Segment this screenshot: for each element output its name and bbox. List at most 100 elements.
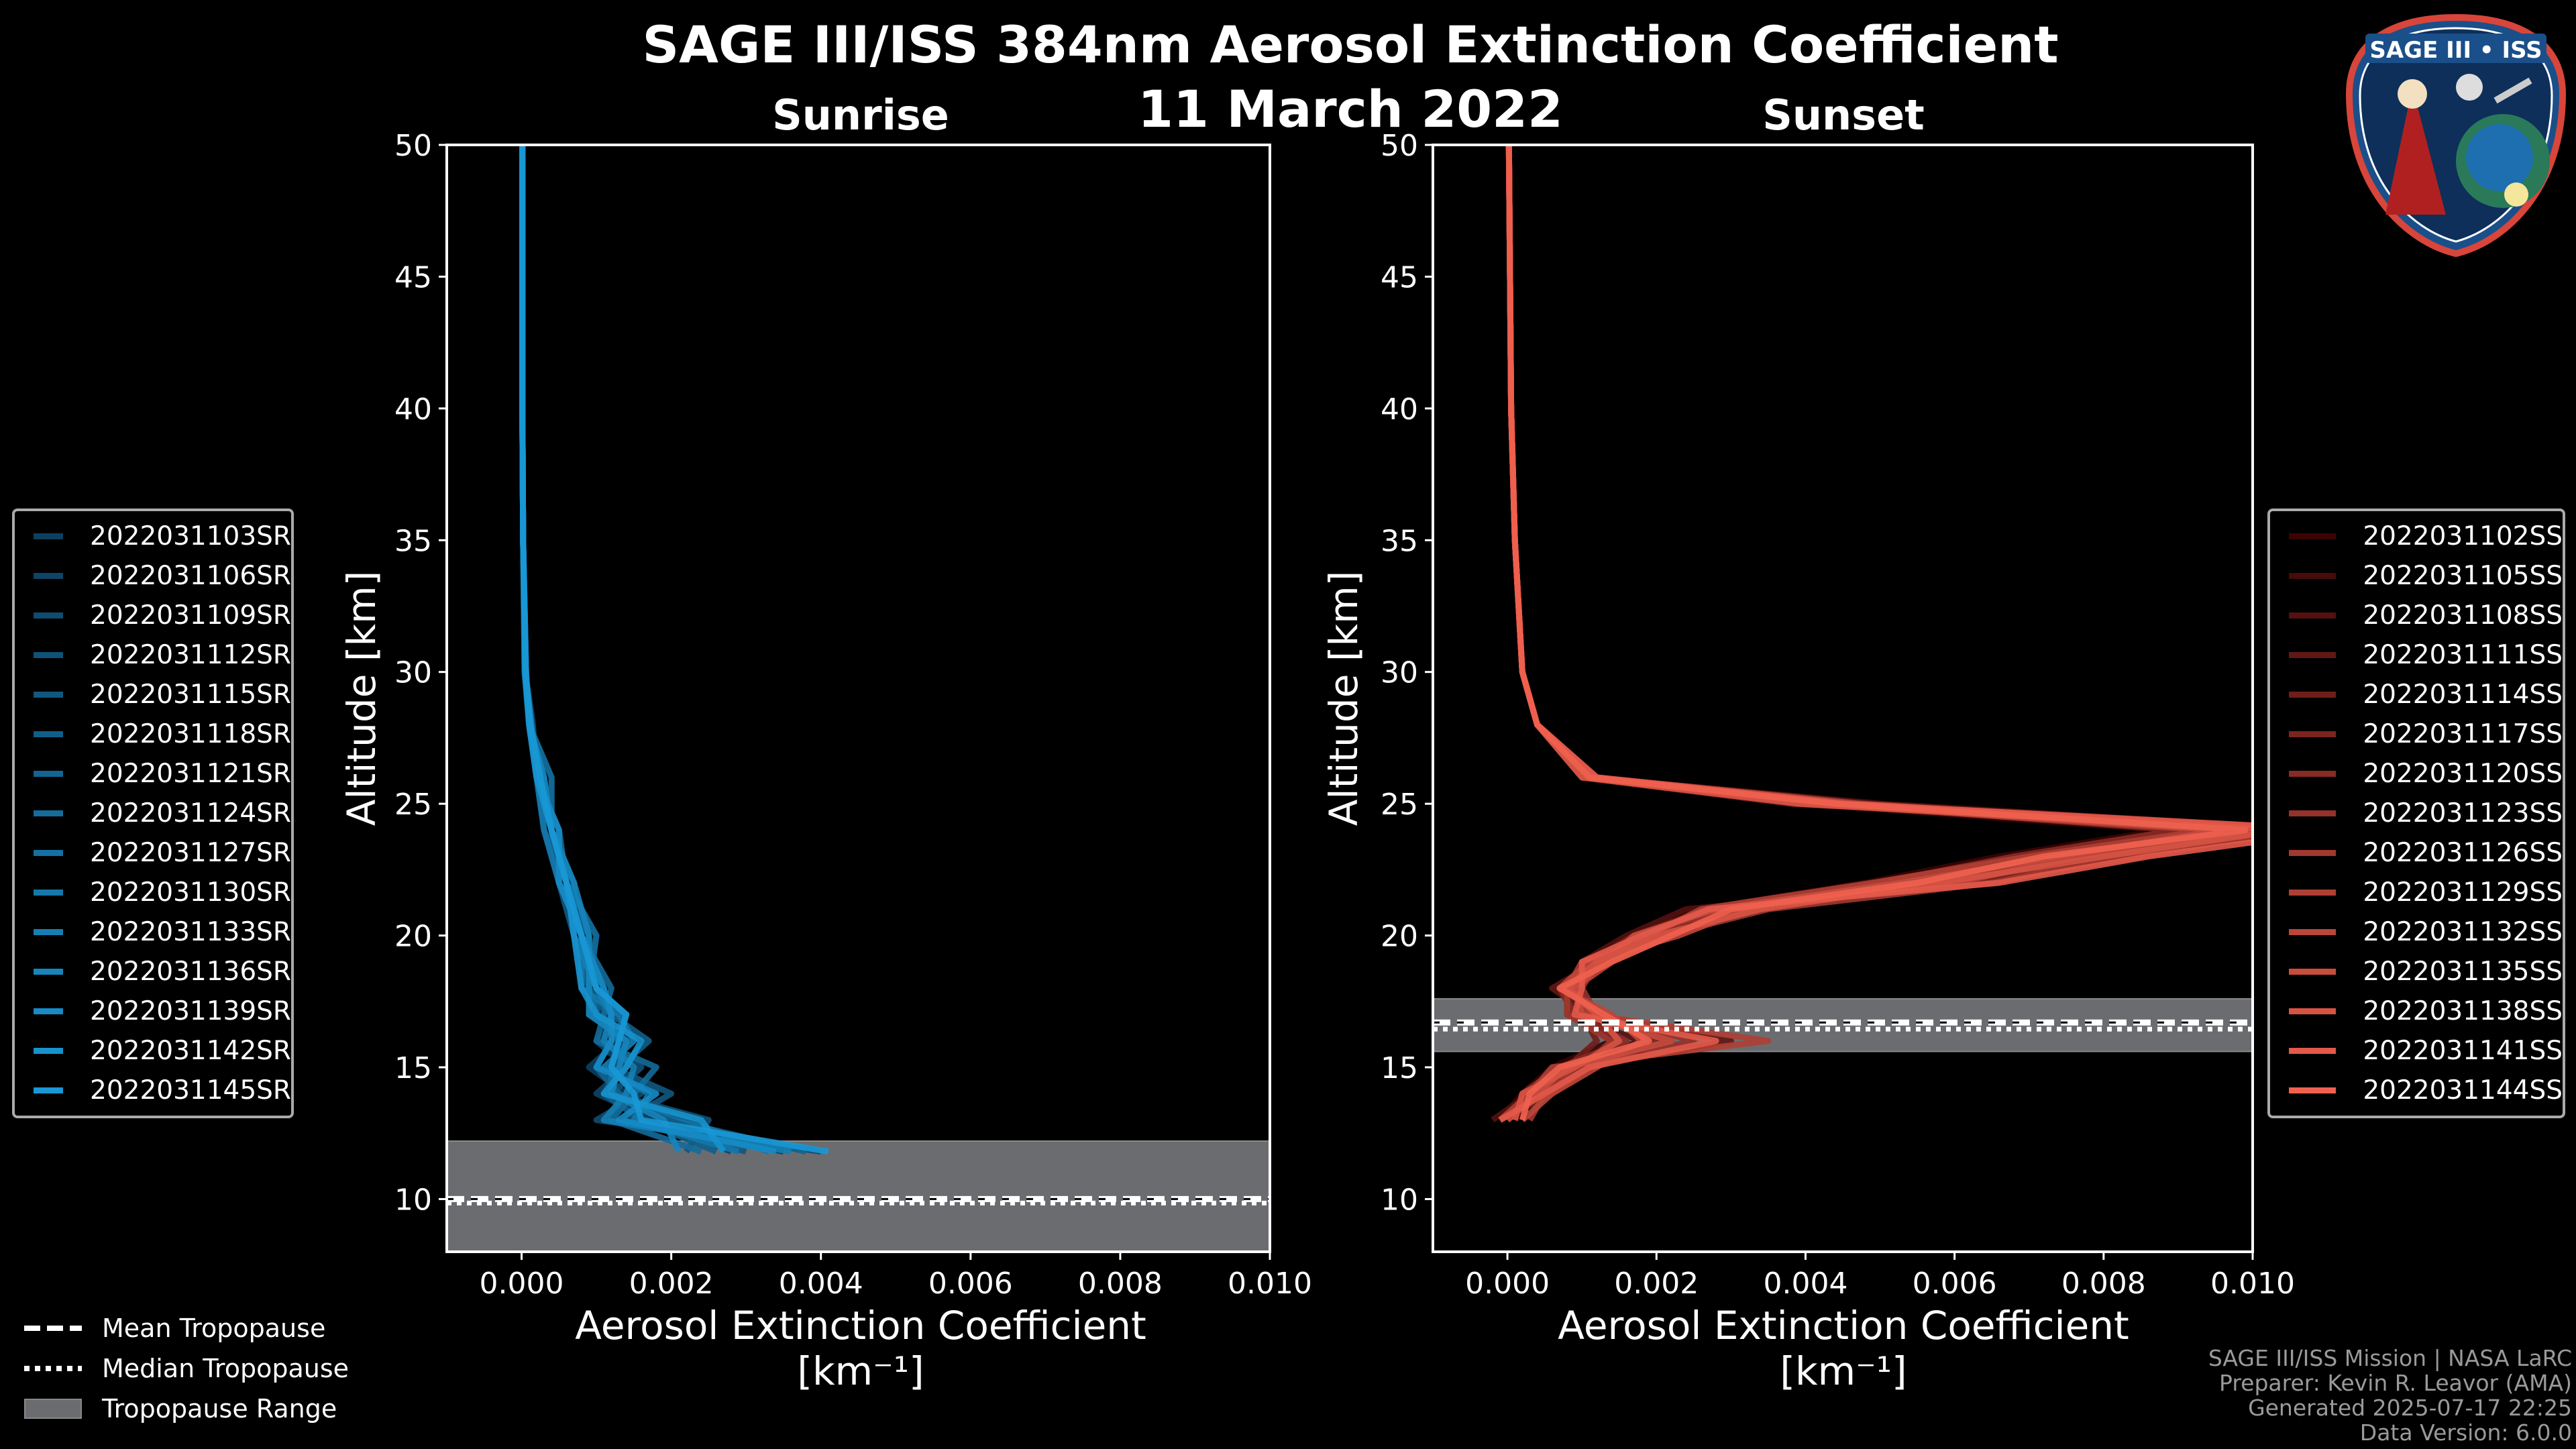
legend-line-swatch: [34, 652, 64, 658]
y-tick-label: 40: [394, 392, 432, 427]
sunrise-y-axis-label: Altitude [km]: [339, 570, 384, 826]
legend-line-swatch: [34, 573, 64, 579]
legend-mean-tropopause: Mean Tropopause: [24, 1308, 349, 1348]
profile-line-2022031118SR: [519, 145, 718, 1155]
legend-label: 2022031115SR: [90, 680, 291, 710]
legend-line-swatch: [2289, 1048, 2337, 1054]
y-tick-label: 10: [394, 1183, 432, 1217]
profile-line-2022031135SS: [1505, 145, 2226, 1122]
y-tick-label: 50: [1381, 129, 1418, 163]
legend-item: 2022031115SR: [15, 675, 291, 714]
legend-label: 2022031106SR: [90, 561, 291, 591]
profile-line-2022031129SS: [1498, 145, 2211, 1122]
profile-line-2022031123SS: [1505, 145, 2241, 1122]
profile-line-2022031145SR: [519, 145, 829, 1155]
y-tick-label: 20: [1381, 920, 1418, 954]
profile-line-2022031109SR: [519, 145, 822, 1155]
legend-item: 2022031111SS: [2270, 635, 2563, 675]
x-tick-label: 0.004: [779, 1267, 863, 1301]
legend-label: 2022031127SR: [90, 838, 291, 868]
legend-label: 2022031129SS: [2363, 877, 2563, 908]
legend-item: 2022031123SS: [2270, 794, 2563, 833]
legend-label: 2022031133SR: [90, 917, 291, 947]
legend-line-swatch: [2289, 771, 2337, 777]
legend-label: 2022031114SS: [2363, 680, 2563, 710]
y-tick-label: 40: [1381, 392, 1418, 427]
profile-line-2022031103SR: [519, 145, 784, 1155]
legend-item: 2022031120SS: [2270, 754, 2563, 794]
legend-item: 2022031133SR: [15, 912, 291, 952]
x-tick-label: 0.008: [2061, 1267, 2146, 1301]
legend-item: 2022031129SS: [2270, 873, 2563, 912]
legend-item: 2022031121SR: [15, 754, 291, 794]
legend-line-swatch: [34, 929, 64, 935]
x-tick-label: 0.010: [2210, 1267, 2295, 1301]
y-tick-label: 50: [394, 129, 432, 163]
y-tick-label: 20: [394, 920, 432, 954]
legend-line-swatch: [2289, 810, 2337, 816]
sunset-y-axis-label: Altitude [km]: [1321, 570, 1366, 826]
profile-line-2022031132SS: [1505, 145, 2253, 1122]
footer-credits: SAGE III/ISS Mission | NASA LaRC Prepare…: [2208, 1346, 2572, 1445]
legend-line-swatch: [34, 850, 64, 856]
legend-label: 2022031118SR: [90, 719, 291, 749]
legend-item: 2022031117SS: [2270, 714, 2563, 754]
legend-item: 2022031114SS: [2270, 675, 2563, 714]
legend-line-swatch: [34, 890, 64, 896]
profile-line-2022031144SS: [1505, 145, 2249, 1121]
legend-line-swatch: [2289, 890, 2337, 896]
x-tick-label: 0.008: [1078, 1267, 1163, 1301]
legend-item: 2022031106SR: [15, 556, 291, 596]
legend-line-swatch: [2289, 1008, 2337, 1014]
legend-label: 2022031139SR: [90, 996, 291, 1026]
dotted-line-icon: [24, 1366, 82, 1371]
legend-item: 2022031124SR: [15, 794, 291, 833]
sunset-data-layer: [1433, 145, 2253, 1123]
profile-line-2022031112SR: [519, 145, 712, 1154]
legend-item: 2022031132SS: [2270, 912, 2563, 952]
sunset-axes-frame: [1432, 144, 2254, 1253]
legend-median-tropopause: Median Tropopause: [24, 1348, 349, 1389]
sunrise-panel-title: Sunrise: [772, 91, 949, 140]
legend-label: Mean Tropopause: [102, 1313, 326, 1343]
logo-text: SAGE III • ISS: [2369, 37, 2542, 64]
gray-patch-icon: [24, 1399, 82, 1419]
x-tick-label: 0.006: [1913, 1267, 1997, 1301]
sunset-legend: 2022031102SS 2022031105SS 2022031108SS 2022…: [2267, 508, 2565, 1118]
x-tick-label: 0.002: [629, 1267, 714, 1301]
legend-label: Median Tropopause: [102, 1354, 349, 1383]
profile-line-2022031105SS: [1505, 145, 2218, 1122]
x-tick-label: 0.010: [1228, 1267, 1312, 1301]
sage-iii-iss-mission-logo: SAGE III • ISS: [2345, 13, 2567, 258]
x-axis-units: [km⁻¹]: [797, 1348, 924, 1394]
legend-line-swatch: [2289, 573, 2337, 579]
legend-item: 2022031139SR: [15, 991, 291, 1031]
profile-line-2022031117SS: [1498, 145, 2253, 1123]
legend-line-swatch: [2289, 929, 2337, 935]
y-tick-label: 35: [1381, 524, 1418, 558]
profile-line-2022031114SS: [1505, 145, 2196, 1121]
legend-label: 2022031124SR: [90, 798, 291, 828]
y-tick-label: 30: [1381, 656, 1418, 690]
legend-item: 2022031136SR: [15, 952, 291, 991]
legend-line-swatch: [2289, 731, 2337, 737]
profile-line-2022031121SR: [519, 145, 807, 1155]
legend-line-swatch: [2289, 533, 2337, 539]
x-tick-label: 0.000: [1465, 1267, 1550, 1301]
legend-item: 2022031102SS: [2270, 517, 2563, 556]
legend-item: 2022031145SR: [15, 1071, 291, 1110]
legend-line-swatch: [2289, 652, 2337, 658]
legend-line-swatch: [34, 692, 64, 698]
profile-line-2022031106SR: [519, 145, 733, 1155]
y-tick-label: 35: [394, 524, 432, 558]
profile-line-2022031133SR: [519, 145, 792, 1155]
legend-label: 2022031108SS: [2363, 600, 2563, 631]
dashed-line-icon: [24, 1326, 82, 1331]
sunrise-plot-area: 0.000 0.002 0.004 0.006 0.008 0.010 10 15 20 25 30…: [394, 129, 1312, 1301]
profile-line-2022031111SS: [1505, 145, 2253, 1123]
sunrise-axes-frame: [445, 144, 1271, 1253]
profile-line-2022031130SR: [519, 145, 740, 1155]
legend-item: 2022031130SR: [15, 873, 291, 912]
figure-title: SAGE III/ISS 384nm Aerosol Extinction Co…: [642, 15, 2059, 74]
